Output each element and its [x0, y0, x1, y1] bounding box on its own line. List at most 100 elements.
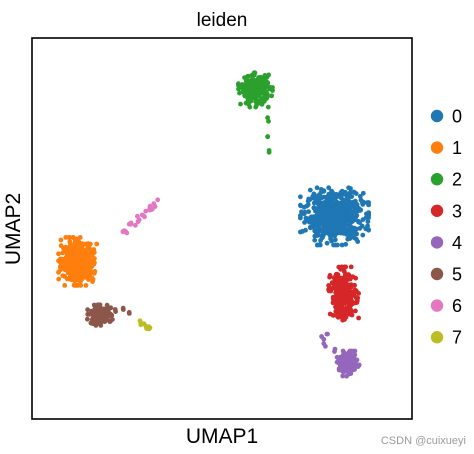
- cluster-0-point: [343, 241, 349, 247]
- cluster-6-point: [120, 229, 126, 235]
- cluster-0-point: [300, 228, 306, 234]
- cluster-0-point: [338, 190, 344, 196]
- cluster-4-point: [337, 355, 343, 361]
- cluster-5-point: [108, 305, 114, 311]
- cluster-1-point: [92, 269, 98, 274]
- legend-marker-7: [430, 331, 444, 344]
- cluster-0-point: [327, 211, 333, 217]
- cluster-0-point: [321, 226, 327, 232]
- cluster-0-point: [320, 206, 326, 212]
- cluster-0-point: [304, 218, 309, 224]
- cluster-3-point: [353, 288, 359, 294]
- cluster-2-point: [265, 80, 271, 86]
- cluster-1-point: [64, 249, 70, 255]
- cluster-0-point: [359, 223, 365, 229]
- legend: 0 1 2 3 4 5 6 7: [430, 107, 462, 348]
- cluster-1-point: [73, 236, 79, 242]
- cluster-0-point: [366, 202, 371, 208]
- cluster-2-point: [267, 86, 272, 92]
- legend-marker-1: [430, 141, 444, 154]
- cluster-5-point: [85, 311, 91, 317]
- cluster-3-point: [338, 290, 344, 296]
- cluster-0-point: [311, 218, 316, 224]
- cluster-5-point: [85, 316, 90, 322]
- legend-label-2: 2: [452, 170, 462, 190]
- cluster-3-point: [353, 308, 358, 314]
- cluster-3-point: [330, 313, 336, 318]
- cluster-3-point: [342, 317, 347, 322]
- cluster-3-point: [350, 274, 356, 280]
- cluster-5-point: [104, 308, 110, 314]
- cluster-0-point: [311, 200, 317, 206]
- cluster-1-point: [87, 266, 93, 272]
- cluster-3-point: [338, 266, 344, 272]
- cluster-0-point: [310, 214, 316, 220]
- cluster-2-point: [266, 148, 272, 153]
- cluster-6-point: [143, 208, 149, 214]
- cluster-7-point: [137, 318, 143, 324]
- cluster-0-point: [321, 188, 327, 194]
- cluster-0-point: [314, 185, 320, 191]
- cluster-4-point: [319, 334, 324, 339]
- cluster-0-point: [343, 197, 349, 203]
- cluster-7-point: [138, 322, 144, 328]
- legend-label-5: 5: [452, 265, 462, 285]
- cluster-0-point: [328, 236, 333, 242]
- cluster-0-point: [331, 223, 337, 229]
- cluster-0-point: [316, 207, 322, 213]
- cluster-0-point: [335, 208, 341, 214]
- cluster-2-point: [266, 118, 271, 124]
- cluster-7-point: [146, 326, 152, 332]
- cluster-0-point: [327, 229, 333, 235]
- cluster-0-point: [335, 226, 341, 231]
- cluster-3-point: [355, 295, 361, 301]
- cluster-3-point: [341, 264, 347, 270]
- cluster-3-point: [347, 284, 353, 290]
- cluster-0-point: [349, 194, 355, 200]
- cluster-0-point: [331, 213, 337, 219]
- cluster-0-point: [325, 197, 331, 203]
- cluster-0-point: [320, 233, 326, 239]
- cluster-6-point: [126, 221, 132, 227]
- cluster-0-point: [354, 205, 360, 211]
- cluster-5-point: [90, 315, 96, 321]
- cluster-1-point: [79, 255, 84, 261]
- cluster-1-point: [87, 273, 92, 278]
- cluster-3-point: [356, 315, 361, 321]
- cluster-2-point: [265, 134, 271, 140]
- cluster-3-point: [330, 300, 336, 306]
- cluster-0-point: [319, 211, 325, 217]
- legend-marker-3: [430, 204, 444, 217]
- cluster-1-point: [66, 235, 72, 240]
- legend-marker-5: [430, 267, 444, 281]
- cluster-0-point: [338, 214, 344, 220]
- cluster-1-point: [71, 246, 77, 252]
- cluster-2-point: [249, 87, 255, 93]
- cluster-4-point: [344, 373, 349, 379]
- cluster-1-point: [56, 251, 61, 257]
- cluster-3-point: [350, 293, 356, 298]
- cluster-3-point: [346, 299, 351, 305]
- cluster-1-point: [62, 258, 68, 264]
- cluster-0-point: [339, 242, 345, 248]
- cluster-0-point: [357, 220, 363, 226]
- cluster-0-point: [333, 204, 338, 210]
- legend-marker-4: [430, 236, 444, 249]
- cluster-0-point: [366, 227, 371, 233]
- legend-label-1: 1: [452, 138, 462, 158]
- cluster-0-point: [366, 213, 371, 219]
- cluster-4-point: [345, 353, 350, 359]
- cluster-1-point: [56, 276, 62, 282]
- cluster-0-point: [306, 209, 311, 215]
- cluster-3-point: [350, 301, 356, 307]
- cluster-0-point: [305, 198, 311, 204]
- legend-label-6: 6: [452, 296, 462, 316]
- cluster-4-point: [356, 362, 362, 368]
- cluster-3-point: [348, 264, 354, 270]
- cluster-0-point: [317, 242, 323, 248]
- cluster-3-point: [338, 301, 343, 307]
- cluster-6-point: [136, 218, 141, 224]
- cluster-4-point: [332, 346, 338, 352]
- legend-label-0: 0: [452, 107, 462, 127]
- cluster-0-point: [318, 238, 323, 243]
